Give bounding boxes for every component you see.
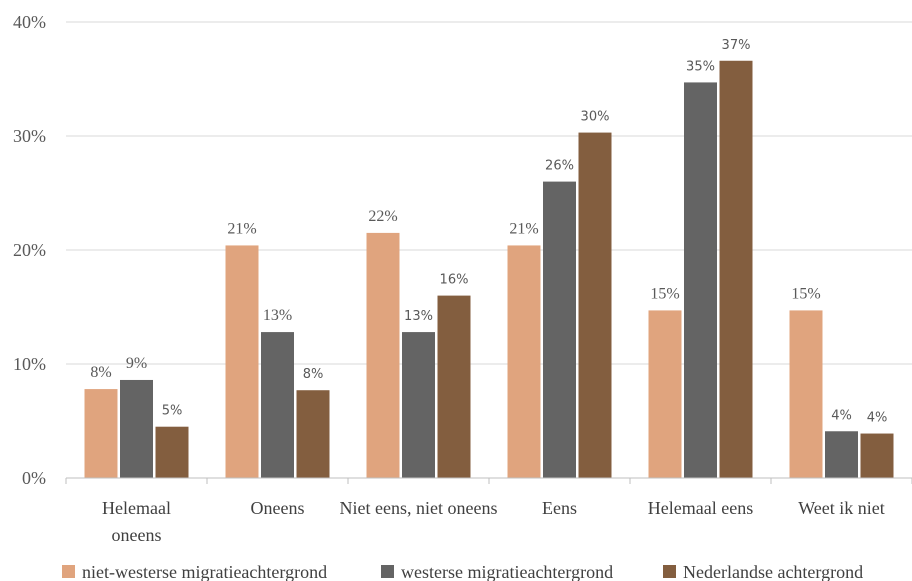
data-label: 13% (404, 309, 433, 324)
data-label: 15% (650, 285, 679, 302)
bar (507, 245, 541, 478)
y-tick-label: 0% (22, 468, 46, 488)
data-label: 8% (90, 364, 111, 381)
data-label: 30% (581, 110, 610, 125)
y-tick-label: 30% (13, 126, 46, 146)
bar (437, 295, 471, 478)
bar (789, 310, 823, 478)
gridlines (66, 21, 912, 365)
data-label: 16% (440, 273, 469, 288)
x-category-label: Weet ik niet (798, 498, 885, 518)
legend-label: westerse migratieachtergrond (401, 562, 613, 581)
bar (719, 60, 753, 478)
bar (825, 431, 858, 478)
bar (366, 232, 400, 478)
bar (225, 245, 259, 478)
x-category-label: Eens (542, 498, 577, 518)
bar (296, 390, 330, 478)
data-label: 21% (509, 220, 538, 237)
bar (648, 310, 682, 478)
data-label: 9% (126, 355, 147, 372)
bar (155, 426, 189, 478)
data-label: 26% (545, 159, 574, 174)
data-label: 35% (686, 59, 715, 74)
x-category-label: oneens (112, 525, 162, 545)
data-label: 22% (368, 208, 397, 225)
legend-swatch (62, 565, 75, 578)
legend-label: Nederlandse achtergrond (683, 562, 863, 581)
bar (402, 332, 435, 478)
y-axis: 0% 10% 20% 30% 40% (13, 12, 46, 488)
y-tick-label: 40% (13, 12, 46, 32)
legend-label: niet-westerse migratieachtergrond (82, 562, 327, 581)
data-label: 13% (263, 307, 292, 324)
data-label: 4% (831, 408, 852, 423)
data-label: 15% (791, 285, 820, 302)
data-label: 37% (722, 38, 751, 53)
bar (578, 132, 612, 478)
data-label: 8% (303, 367, 324, 382)
legend-swatch (381, 565, 394, 578)
x-category-label: Helemaal eens (648, 498, 753, 518)
y-tick-label: 10% (13, 354, 46, 374)
x-axis: Helemaal oneens Oneens Niet eens, niet onee… (65, 477, 912, 545)
data-label: 4% (867, 411, 888, 426)
legend-swatch (663, 565, 676, 578)
data-label: 5% (162, 404, 183, 419)
x-category-label: Niet eens, niet oneens (340, 498, 498, 518)
x-category-label: Helemaal (102, 498, 171, 518)
bars (84, 60, 894, 479)
data-labels: 8% 9% 5% 21% 13% 8% 22% 13% 16% 21% 26% 30% 15% 35% 37… (90, 38, 887, 426)
bar (543, 181, 576, 478)
bar (120, 379, 153, 478)
legend: niet-westerse migratieachtergrond westers… (62, 562, 863, 581)
y-tick-label: 20% (13, 240, 46, 260)
data-label: 21% (227, 220, 256, 237)
bar (84, 389, 118, 478)
bar (261, 332, 294, 478)
bar (684, 82, 717, 479)
bar (860, 433, 894, 478)
x-category-label: Oneens (251, 498, 305, 518)
